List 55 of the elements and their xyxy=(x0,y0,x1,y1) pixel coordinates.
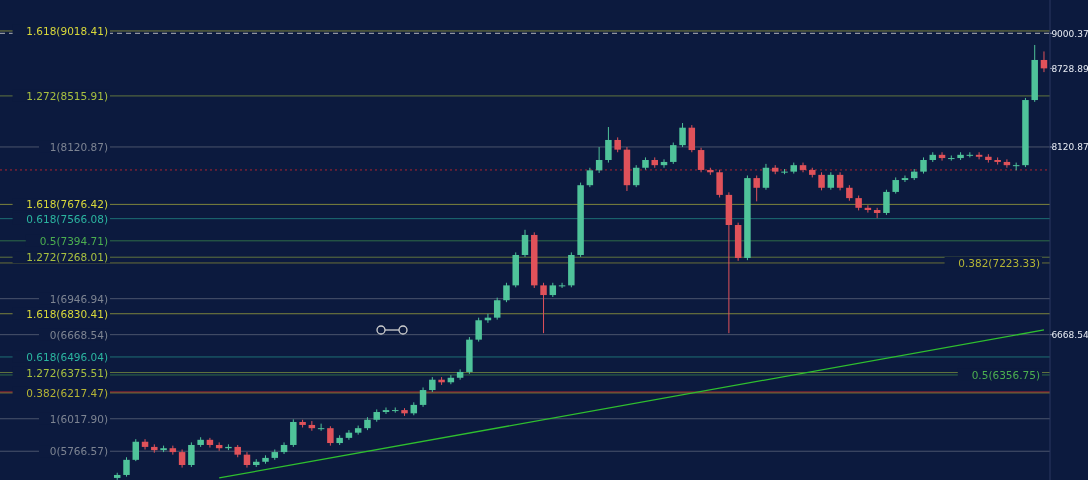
ref-line-label: 1.618(6830.41) xyxy=(26,307,108,320)
candlestick xyxy=(178,449,186,469)
ref-line-label: 0(5766.57) xyxy=(49,445,108,458)
candlestick xyxy=(188,441,195,468)
candlestick xyxy=(948,154,955,162)
ref-line-label: 1.618(9018.41) xyxy=(26,24,108,37)
candlestick xyxy=(493,297,501,321)
candlestick xyxy=(558,282,566,289)
candlestick xyxy=(697,147,705,173)
ref-line-label: 0(6668.54) xyxy=(49,328,108,341)
y-tick-label: 6668.54 xyxy=(1051,330,1088,341)
candlestick xyxy=(688,124,696,153)
ref-line-label: 1(6017.90) xyxy=(49,412,108,425)
ref-line-label: 0.382(6217.47) xyxy=(26,386,108,399)
candlestick xyxy=(605,126,612,164)
candlestick xyxy=(327,425,334,447)
y-tick-label: 8728.89 xyxy=(1051,63,1088,74)
candlestick xyxy=(475,317,482,343)
ref-line-label: 0.618(7566.08) xyxy=(26,212,108,225)
candlestick xyxy=(901,175,909,183)
candlestick xyxy=(836,171,844,191)
y-tick-label: 8120.87 xyxy=(1051,142,1088,153)
candlestick xyxy=(762,163,770,191)
candlestick xyxy=(521,229,529,258)
y-tick-label: 9000.37 xyxy=(1051,28,1088,39)
candlestick xyxy=(317,423,325,432)
candlestick xyxy=(679,122,686,148)
candlestick xyxy=(975,151,983,160)
candlestick xyxy=(883,189,890,216)
ref-line-label: 1.272(8515.91) xyxy=(26,89,108,102)
candlestick xyxy=(392,407,399,414)
candlestick xyxy=(753,175,760,202)
ref-line-label: 0.5(7394.71) xyxy=(39,234,108,247)
ref-line-label: 1.272(7268.01) xyxy=(26,251,108,264)
candlestick xyxy=(503,282,510,303)
candlestick xyxy=(586,167,594,188)
candlestick xyxy=(382,407,390,415)
candlestick xyxy=(670,142,677,165)
ref-line-label: 1.272(6375.51) xyxy=(26,366,108,379)
ref-line-label: 0.382(7223.33) xyxy=(958,256,1040,269)
candlestick xyxy=(540,282,547,334)
candlestick xyxy=(419,386,427,408)
ref-line-label: 1(6946.94) xyxy=(49,292,108,305)
candlestick xyxy=(595,146,603,174)
candlestick xyxy=(132,438,140,462)
candlestick xyxy=(716,169,723,198)
candlestick xyxy=(123,456,130,478)
ref-line-label: 0.618(6496.04) xyxy=(26,350,108,363)
candlestick xyxy=(632,164,640,188)
ref-line-label: 0.5(6356.75) xyxy=(971,368,1040,381)
candlestick xyxy=(818,171,825,191)
ref-line-label: 1.618(7676.42) xyxy=(26,198,108,211)
candlestick xyxy=(290,418,297,448)
ref-line-label: 1(8120.87) xyxy=(49,140,108,153)
candlestick xyxy=(456,368,464,381)
